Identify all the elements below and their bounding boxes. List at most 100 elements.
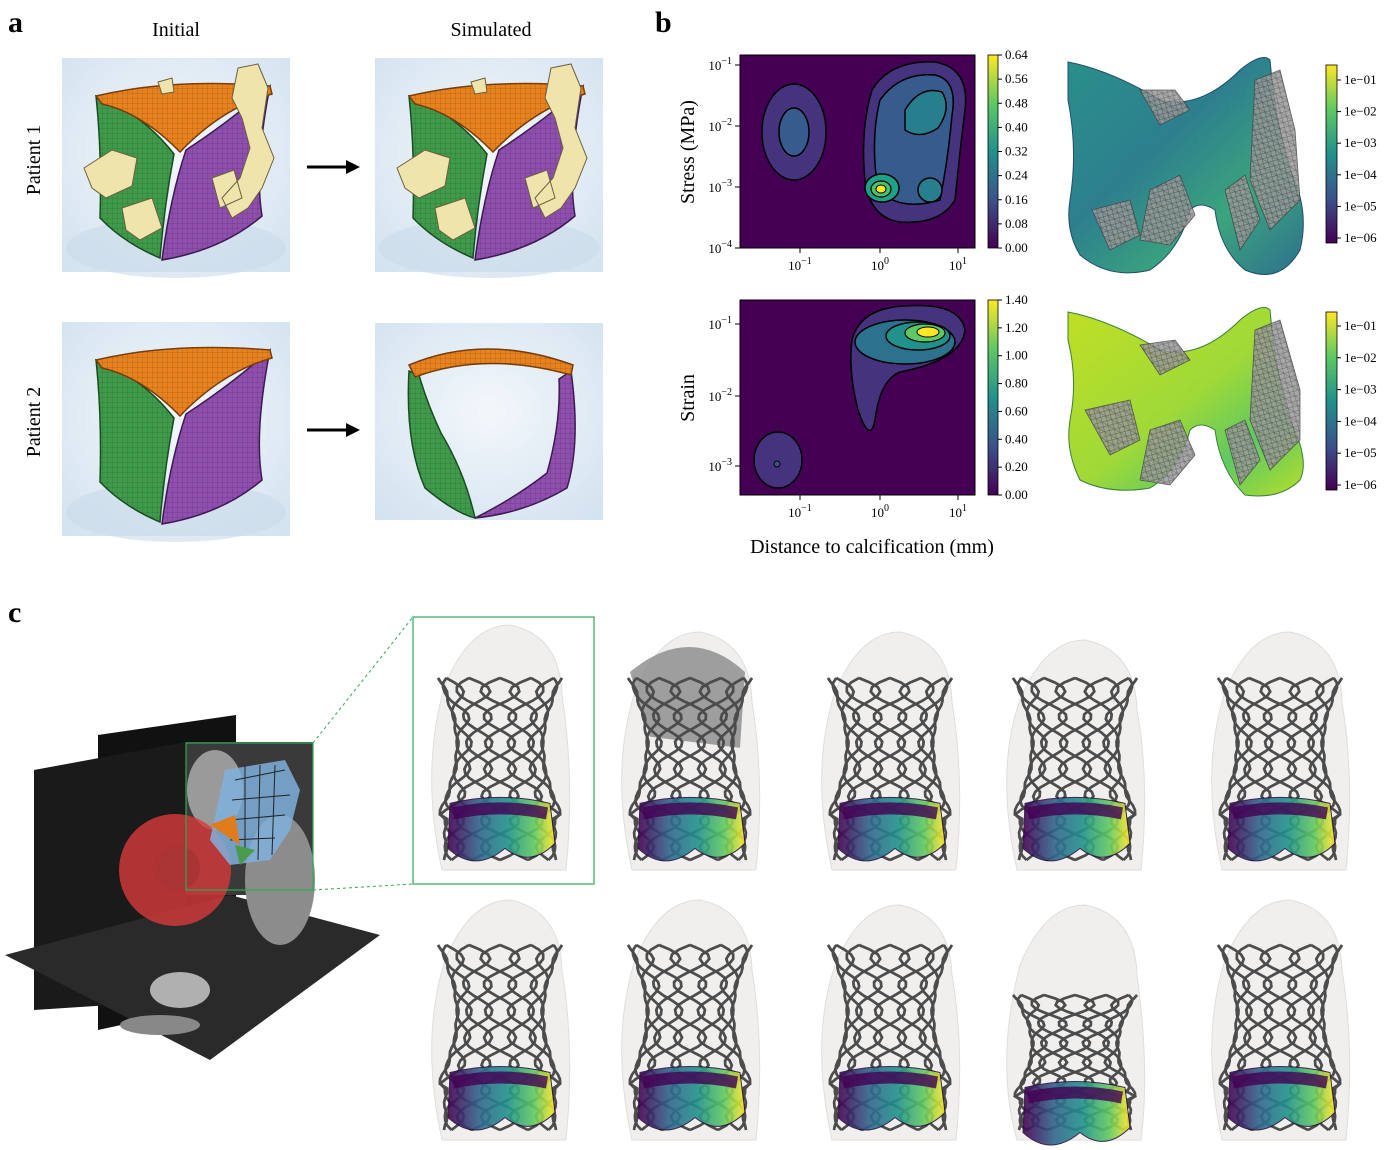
tick-base: 10 xyxy=(708,459,721,474)
tick-exponent: −2 xyxy=(721,387,732,398)
tick-base: 10 xyxy=(788,505,801,520)
colorbar-tick-label: 1e−05 xyxy=(1344,445,1377,460)
strain-contour xyxy=(740,300,975,495)
tick-label: 10−2 xyxy=(708,387,732,404)
tick-base: 10 xyxy=(708,317,721,332)
colorbar-tick-label: 1e−01 xyxy=(1344,72,1377,87)
tick-label: 10−1 xyxy=(708,56,732,73)
stent-render xyxy=(1007,640,1145,870)
page-body: { "panel_a": { "label": "a", "columns": … xyxy=(0,0,1389,1150)
column-title: Initial xyxy=(152,19,200,41)
tick-label: 10−4 xyxy=(708,239,732,256)
tick-label: 10−2 xyxy=(708,117,732,134)
colorbar-tick-label: 0.00 xyxy=(1005,240,1028,255)
colorbar-tick-label: 1.40 xyxy=(1005,292,1028,307)
tick-base: 10 xyxy=(708,180,721,195)
colorbar-tick-label: 1e−06 xyxy=(1344,230,1377,245)
colorbar-tick-label: 0.08 xyxy=(1005,216,1028,231)
colorbar-tick-label: 1e−04 xyxy=(1344,167,1377,182)
tick-label: 101 xyxy=(949,256,967,273)
colorbar-tick-label: 1e−06 xyxy=(1344,477,1377,492)
stent-render xyxy=(822,905,960,1140)
stent-render xyxy=(1212,632,1350,870)
tick-label: 10−3 xyxy=(708,457,732,474)
colorbar-tick-label: 0.48 xyxy=(1005,95,1028,110)
tick-exponent: −1 xyxy=(721,56,732,67)
colorbar-tick-label: 0.80 xyxy=(1005,376,1028,391)
stent-render xyxy=(432,625,570,870)
colorbar-tick-label: 0.16 xyxy=(1005,192,1028,207)
x-axis-label: Distance to calcification (mm) xyxy=(750,536,994,558)
tick-base: 10 xyxy=(708,58,721,73)
stent-render xyxy=(622,900,760,1140)
tick-exponent: 0 xyxy=(884,503,889,514)
colorbar-tick-label: 0.40 xyxy=(1005,431,1028,446)
tick-exponent: −3 xyxy=(721,457,732,468)
colorbar-tick-label: 1e−05 xyxy=(1344,198,1377,213)
panel-label: b xyxy=(655,6,672,39)
colorbar-tick-label: 1e−03 xyxy=(1344,382,1377,397)
colorbar-tick-label: 1.00 xyxy=(1005,348,1028,363)
panel-a: Initial Simulated Patient 1 Patient 2 xyxy=(23,19,603,542)
tick-label: 10−1 xyxy=(788,503,812,520)
column-title: Simulated xyxy=(450,19,531,41)
colorbar-tick-label: 0.60 xyxy=(1005,403,1028,418)
tick-label: 100 xyxy=(871,503,889,520)
tick-base: 10 xyxy=(708,119,721,134)
row-title: Patient 1 xyxy=(23,125,45,196)
tick-base: 10 xyxy=(708,389,721,404)
tick-base: 10 xyxy=(788,258,801,273)
tick-exponent: 0 xyxy=(884,256,889,267)
colorbar-tick-label: 0.24 xyxy=(1005,168,1028,183)
colorbar-tick-label: 1e−02 xyxy=(1344,350,1377,365)
stent-render xyxy=(1007,905,1145,1145)
stent-render xyxy=(1212,900,1350,1140)
colorbar-tick-label: 1e−02 xyxy=(1344,104,1377,119)
tick-exponent: −1 xyxy=(801,503,812,514)
tick-label: 10−1 xyxy=(788,256,812,273)
colorbar xyxy=(1326,312,1337,490)
tick-base: 10 xyxy=(949,258,962,273)
arrow xyxy=(307,160,360,437)
valve-render xyxy=(375,323,603,520)
tick-label: 101 xyxy=(949,503,967,520)
stent-render xyxy=(822,632,960,870)
tick-exponent: −1 xyxy=(801,256,812,267)
colorbar-tick-label: 0.00 xyxy=(1005,487,1028,502)
colorbar-tick-label: 1e−04 xyxy=(1344,413,1377,428)
tick-label: 10−1 xyxy=(708,315,732,332)
stress-map-render xyxy=(1068,58,1303,275)
y-axis-label: Strain xyxy=(677,374,699,422)
tick-exponent: 1 xyxy=(962,503,967,514)
tick-base: 10 xyxy=(949,505,962,520)
tick-exponent: −1 xyxy=(721,315,732,326)
stress-contour xyxy=(740,55,975,248)
colorbar xyxy=(1326,65,1337,243)
colorbar-tick-label: 0.32 xyxy=(1005,144,1028,159)
tick-base: 10 xyxy=(871,505,884,520)
page: Figure html, body { margin: 0; padding: … xyxy=(0,0,1389,1150)
row-title: Patient 2 xyxy=(23,387,45,458)
stent-render xyxy=(432,900,570,1140)
tick-base: 10 xyxy=(871,258,884,273)
panel-label: a xyxy=(8,6,23,39)
stent-render xyxy=(622,632,760,870)
tick-label: 100 xyxy=(871,256,889,273)
panel-label: c xyxy=(8,596,21,629)
colorbar xyxy=(988,300,998,495)
colorbar-tick-label: 0.64 xyxy=(1005,47,1028,62)
colorbar-tick-label: 0.20 xyxy=(1005,459,1028,474)
tick-exponent: −2 xyxy=(721,117,732,128)
y-axis-label: Stress (MPa) xyxy=(677,100,699,204)
tick-base: 10 xyxy=(708,241,721,256)
figure: a b c Initial Simulated Patient 1 Patien… xyxy=(0,0,1389,1150)
tick-exponent: −3 xyxy=(721,178,732,189)
valve-render xyxy=(62,322,290,542)
colorbar-tick-label: 1e−03 xyxy=(1344,135,1377,150)
strain-map-render xyxy=(1068,308,1303,496)
colorbar-tick-label: 0.56 xyxy=(1005,71,1028,86)
colorbar-tick-label: 0.40 xyxy=(1005,119,1028,134)
stent-renders xyxy=(432,625,1350,1145)
tick-exponent: −4 xyxy=(721,239,732,250)
colorbar-tick-label: 1.20 xyxy=(1005,320,1028,335)
